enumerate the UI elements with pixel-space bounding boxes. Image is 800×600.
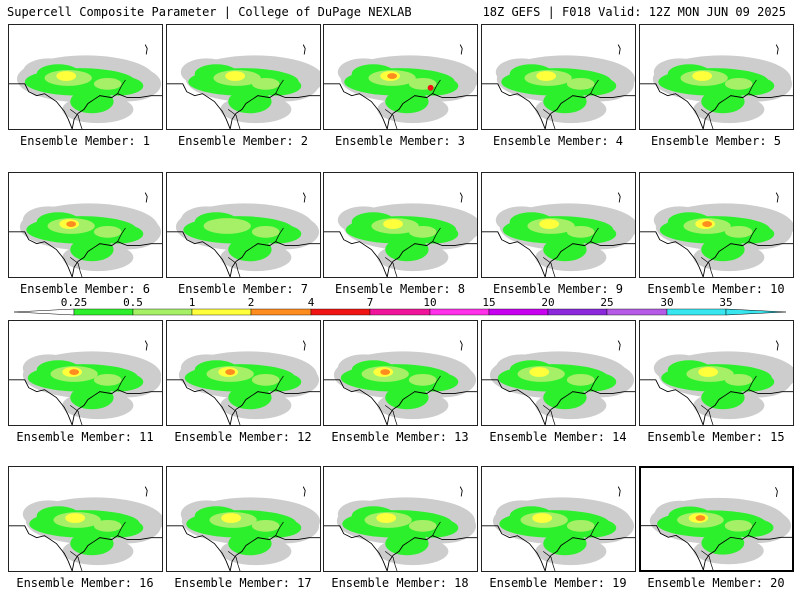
colorbar-tick-label: 1 bbox=[188, 296, 196, 309]
ensemble-member-map[interactable] bbox=[323, 320, 478, 426]
ensemble-member-label: Ensemble Member: 5 bbox=[650, 134, 782, 148]
ensemble-member-label: Ensemble Member: 19 bbox=[489, 576, 627, 590]
colorbar-tick-label: 25 bbox=[600, 296, 614, 309]
colorbar-left-arrow bbox=[13, 308, 75, 316]
ensemble-member-label: Ensemble Member: 1 bbox=[19, 134, 151, 148]
colorbar-segment bbox=[310, 308, 371, 316]
colorbar-tick-label: 0.5 bbox=[123, 296, 143, 309]
ensemble-member-map[interactable] bbox=[481, 466, 636, 572]
colorbar-segment bbox=[666, 308, 727, 316]
colorbar-tick-label: 0.25 bbox=[60, 296, 88, 309]
ensemble-member-map[interactable] bbox=[8, 172, 163, 278]
ensemble-member-map[interactable] bbox=[481, 24, 636, 130]
colorbar-right-arrow bbox=[725, 308, 787, 316]
ensemble-member-map[interactable] bbox=[639, 320, 794, 426]
colorbar-tick-label: 10 bbox=[423, 296, 437, 309]
colorbar-segment bbox=[488, 308, 549, 316]
colorbar-segment bbox=[369, 308, 431, 316]
ensemble-member-map[interactable] bbox=[481, 172, 636, 278]
colorbar-tick-label: 15 bbox=[482, 296, 496, 309]
ensemble-member-label: Ensemble Member: 12 bbox=[174, 430, 312, 444]
colorbar-tick-label: 35 bbox=[719, 296, 733, 309]
ensemble-member-map[interactable] bbox=[639, 172, 794, 278]
colorbar-tick-label: 30 bbox=[660, 296, 674, 309]
ensemble-member-map[interactable] bbox=[323, 466, 478, 572]
ensemble-member-label: Ensemble Member: 9 bbox=[492, 282, 624, 296]
ensemble-member-label: Ensemble Member: 8 bbox=[334, 282, 466, 296]
colorbar-segment bbox=[250, 308, 312, 316]
page-title: Supercell Composite Parameter | College … bbox=[7, 5, 412, 19]
run-info: 18Z GEFS | F018 Valid: 12Z MON JUN 09 20… bbox=[482, 5, 786, 19]
ensemble-member-map[interactable] bbox=[323, 24, 478, 130]
colorbar-tick-label: 7 bbox=[366, 296, 374, 309]
ensemble-member-label: Ensemble Member: 2 bbox=[177, 134, 309, 148]
ensemble-member-label: Ensemble Member: 7 bbox=[177, 282, 309, 296]
colorbar-segment bbox=[547, 308, 608, 316]
ensemble-member-map[interactable] bbox=[639, 466, 794, 572]
colorbar-segment bbox=[73, 308, 134, 316]
colorbar-segment bbox=[429, 308, 490, 316]
colorbar-segment bbox=[132, 308, 193, 316]
ensemble-member-map[interactable] bbox=[639, 24, 794, 130]
ensemble-member-label: Ensemble Member: 17 bbox=[174, 576, 312, 590]
ensemble-member-label: Ensemble Member: 14 bbox=[489, 430, 627, 444]
ensemble-member-label: Ensemble Member: 16 bbox=[16, 576, 154, 590]
ensemble-member-label: Ensemble Member: 3 bbox=[334, 134, 466, 148]
ensemble-member-label: Ensemble Member: 20 bbox=[647, 576, 785, 590]
colorbar-tick-label: 4 bbox=[307, 296, 315, 309]
colorbar-segment bbox=[191, 308, 252, 316]
ensemble-member-map[interactable] bbox=[8, 24, 163, 130]
ensemble-member-label: Ensemble Member: 15 bbox=[647, 430, 785, 444]
ensemble-member-label: Ensemble Member: 6 bbox=[19, 282, 151, 296]
ensemble-member-label: Ensemble Member: 13 bbox=[331, 430, 469, 444]
colorbar-segment bbox=[606, 308, 668, 316]
colorbar-tick-label: 2 bbox=[247, 296, 255, 309]
ensemble-member-map[interactable] bbox=[166, 172, 321, 278]
ensemble-member-map[interactable] bbox=[8, 320, 163, 426]
ensemble-member-map[interactable] bbox=[8, 466, 163, 572]
ensemble-member-label: Ensemble Member: 18 bbox=[331, 576, 469, 590]
ensemble-member-map[interactable] bbox=[323, 172, 478, 278]
ensemble-member-map[interactable] bbox=[166, 24, 321, 130]
ensemble-member-map[interactable] bbox=[166, 466, 321, 572]
ensemble-member-label: Ensemble Member: 11 bbox=[16, 430, 154, 444]
color-scale-bar bbox=[13, 308, 787, 316]
ensemble-member-label: Ensemble Member: 10 bbox=[647, 282, 785, 296]
ensemble-member-map[interactable] bbox=[481, 320, 636, 426]
colorbar-tick-label: 20 bbox=[541, 296, 555, 309]
ensemble-member-label: Ensemble Member: 4 bbox=[492, 134, 624, 148]
ensemble-member-map[interactable] bbox=[166, 320, 321, 426]
